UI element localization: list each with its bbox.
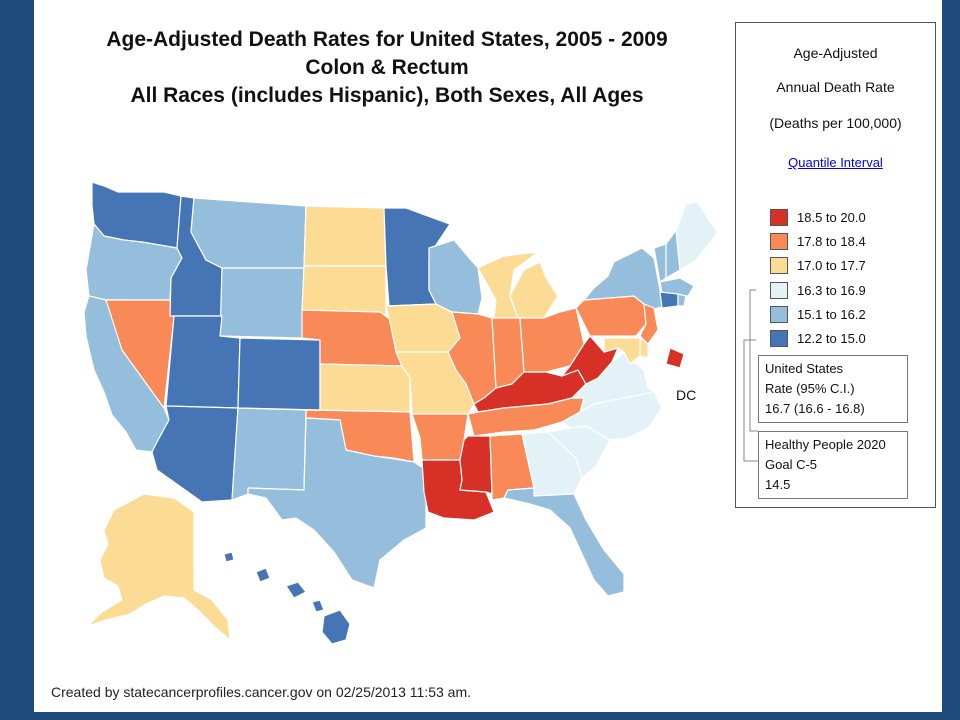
state-MT[interactable] [190, 197, 307, 269]
state-HI[interactable] [223, 551, 351, 645]
state-RI[interactable] [677, 293, 687, 307]
title-block: Age-Adjusted Death Rates for United Stat… [34, 26, 740, 110]
legend-class-6: 12.2 to 15.0 [770, 328, 866, 348]
legend-class-label: 18.5 to 20.0 [797, 209, 866, 225]
state-PA[interactable] [575, 295, 647, 337]
state-MS[interactable] [459, 435, 493, 495]
state-ND[interactable] [303, 205, 387, 267]
legend-class-5: 15.1 to 16.2 [770, 304, 866, 324]
state-ME[interactable] [675, 201, 719, 271]
map-legend: Age-Adjusted Annual Death Rate (Deaths p… [735, 22, 936, 508]
healthy-people-line2: Goal C-5 [765, 457, 818, 472]
state-MD[interactable] [603, 337, 641, 365]
legend-class-label: 15.1 to 16.2 [797, 306, 866, 322]
healthy-people-box: Healthy People 2020 Goal C-5 14.5 [758, 431, 908, 499]
map-subtitle-population: All Races (includes Hispanic), Both Sexe… [130, 84, 644, 107]
legend-heading-line1: Age-Adjusted [793, 45, 878, 61]
state-DC[interactable] [665, 347, 685, 369]
map-subtitle-cancer-site: Colon & Rectum [305, 56, 469, 79]
legend-class-1: 18.5 to 20.0 [770, 207, 866, 227]
state-AR[interactable] [411, 413, 469, 461]
state-TX[interactable] [247, 417, 427, 589]
legend-swatch [770, 232, 788, 250]
state-NV[interactable] [105, 299, 175, 409]
us-rate-value: 16.7 (16.6 - 16.8) [765, 401, 865, 416]
state-NM[interactable] [231, 407, 307, 501]
state-SD[interactable] [301, 265, 387, 317]
legend-swatch [770, 305, 788, 323]
legend-swatch [770, 256, 788, 274]
map-panel: Age-Adjusted Death Rates for United Stat… [34, 0, 942, 712]
state-FL[interactable] [503, 487, 625, 597]
legend-class-4: 16.3 to 16.9 [770, 280, 866, 300]
state-IA[interactable] [385, 303, 461, 353]
legend-heading-line2: Annual Death Rate [776, 79, 895, 95]
legend-swatch [770, 329, 788, 347]
state-KS[interactable] [319, 363, 411, 413]
state-CT[interactable] [659, 291, 679, 309]
state-WI[interactable] [428, 239, 483, 315]
us-rate-line1: United States [765, 361, 844, 376]
legend-class-label: 17.8 to 18.4 [797, 233, 866, 249]
state-AK[interactable] [87, 493, 231, 641]
state-MI[interactable] [477, 251, 559, 321]
healthy-people-value: 14.5 [765, 477, 791, 492]
legend-class-label: 12.2 to 15.0 [797, 330, 866, 346]
us-rate-line2: Rate (95% C.I.) [765, 381, 855, 396]
legend-swatch [770, 208, 788, 226]
state-WY[interactable] [219, 267, 305, 339]
legend-class-label: 16.3 to 16.9 [797, 282, 866, 298]
footer-created-by: Created by statecancerprofiles.cancer.go… [51, 684, 472, 700]
us-rate-box: United States Rate (95% C.I.) 16.7 (16.6… [758, 355, 908, 423]
legend-class-2: 17.8 to 18.4 [770, 231, 866, 251]
legend-class-label: 17.0 to 17.7 [797, 257, 866, 273]
dc-label: DC [676, 387, 696, 403]
healthy-people-line1: Healthy People 2020 [765, 437, 886, 452]
legend-heading-line3: (Deaths per 100,000) [769, 115, 902, 131]
legend-class-3: 17.0 to 17.7 [770, 255, 866, 275]
map-title: Age-Adjusted Death Rates for United Stat… [106, 28, 668, 51]
us-choropleth-map: DC [83, 181, 719, 645]
legend-swatch [770, 281, 788, 299]
state-NY[interactable] [583, 247, 665, 311]
quantile-interval-link[interactable]: Quantile Interval [788, 155, 883, 170]
state-CO[interactable] [237, 337, 321, 411]
